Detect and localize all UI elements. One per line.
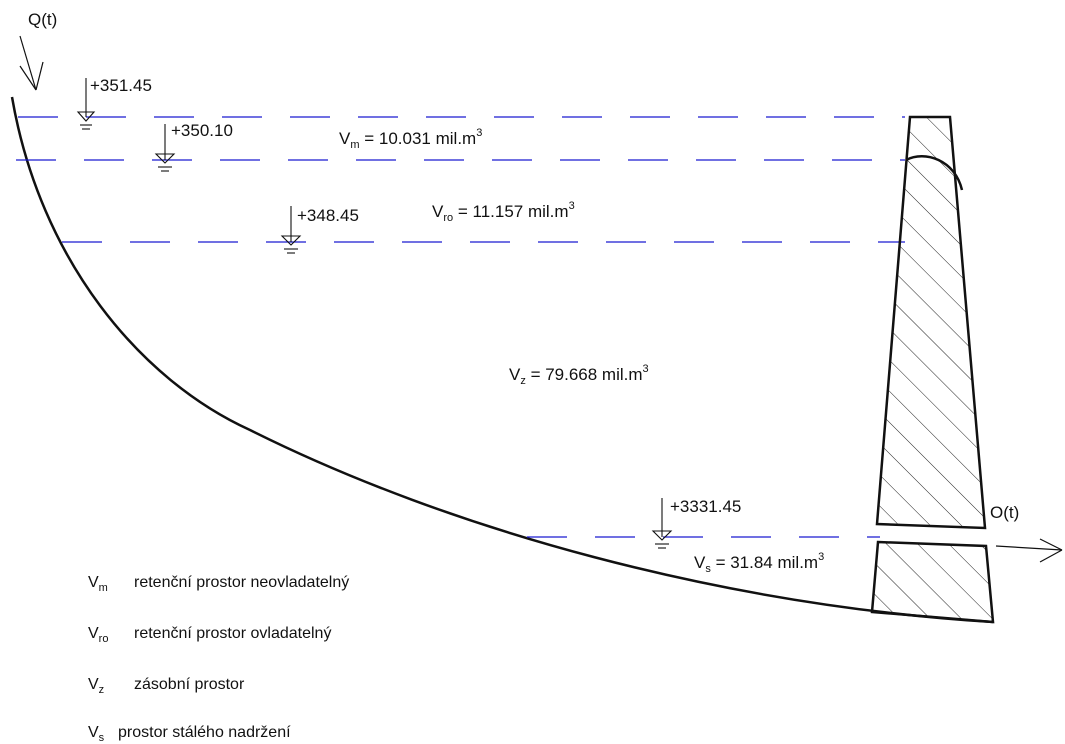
elevation-label-348: +348.45 bbox=[297, 206, 359, 225]
legend-symbol: Vz bbox=[88, 676, 105, 697]
legend-text: zásobní prostor bbox=[134, 676, 245, 693]
legend-text: prostor stálého nadržení bbox=[118, 724, 291, 741]
elevation-label-331: +3331.45 bbox=[670, 497, 741, 516]
legend-item-vro: Vro retenční prostor ovladatelný bbox=[88, 625, 331, 645]
inflow-arrow bbox=[19, 35, 44, 91]
volume-vz-label: Vz = 79.668 mil.m3 bbox=[509, 363, 649, 387]
level-marker-348 bbox=[280, 206, 302, 254]
volume-vs-label: Vs = 31.84 mil.m3 bbox=[694, 551, 824, 575]
level-marker-331 bbox=[651, 498, 673, 549]
legend-symbol: Vro bbox=[88, 625, 109, 646]
dam-base bbox=[870, 540, 995, 624]
volume-vm-label: Vm = 10.031 mil.m3 bbox=[339, 127, 482, 151]
dam-crest-curve bbox=[905, 155, 964, 191]
outflow-arrow bbox=[995, 538, 1063, 563]
legend-item-vz: Vz zásobní prostor bbox=[88, 676, 244, 696]
volume-vro-label: Vro = 11.157 mil.m3 bbox=[432, 200, 575, 224]
legend-text: retenční prostor ovladatelný bbox=[134, 625, 332, 642]
legend-symbol: Vs bbox=[88, 724, 105, 744]
dam-body bbox=[875, 115, 987, 530]
elevation-label-351: +351.45 bbox=[90, 76, 152, 95]
level-marker-351 bbox=[76, 78, 96, 130]
reservoir-slope bbox=[10, 96, 994, 624]
outflow-label: O(t) bbox=[990, 503, 1019, 522]
legend-item-vm: Vm retenční prostor neovladatelný bbox=[88, 574, 349, 594]
level-marker-350 bbox=[154, 124, 176, 172]
legend-symbol: Vm bbox=[88, 574, 108, 595]
legend-item-vs: Vs prostor stálého nadržení bbox=[88, 724, 291, 744]
legend-text: retenční prostor neovladatelný bbox=[134, 574, 350, 591]
inflow-label: Q(t) bbox=[28, 10, 57, 29]
elevation-label-350: +350.10 bbox=[171, 121, 233, 140]
